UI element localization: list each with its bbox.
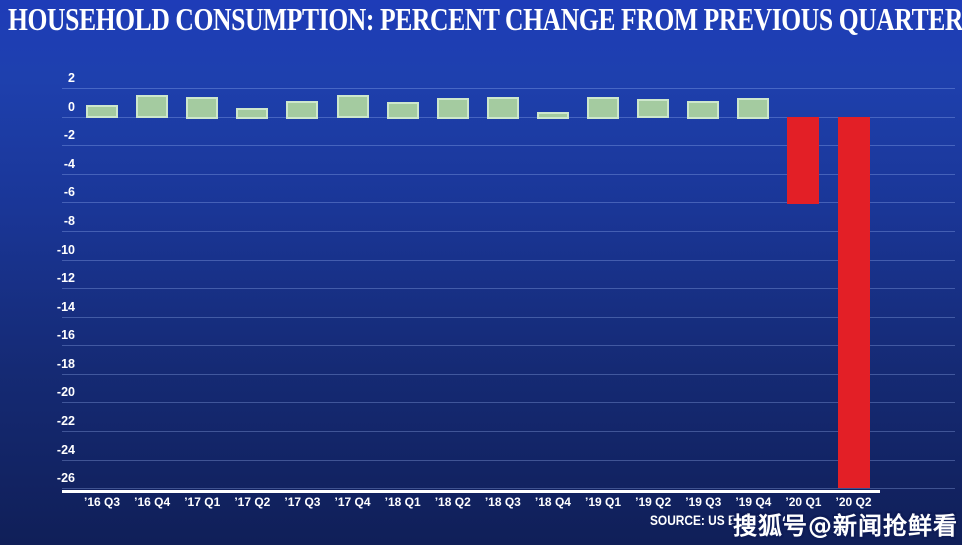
y-axis-tick-label: 0 xyxy=(68,99,75,114)
x-axis-tick-label: ’17 Q3 xyxy=(284,495,321,509)
x-axis-tick-label: ’17 Q4 xyxy=(334,495,371,509)
bar xyxy=(537,112,569,119)
bar xyxy=(436,98,469,119)
chart-title: HOUSEHOLD CONSUMPTION: PERCENT CHANGE FR… xyxy=(8,1,962,37)
x-axis-tick-label: ’16 Q4 xyxy=(134,495,171,509)
x-axis-tick-label: ’19 Q4 xyxy=(735,495,772,509)
y-axis-tick-label: -12 xyxy=(56,271,75,286)
y-axis-tick-label: -22 xyxy=(56,414,75,428)
x-axis-tick-label: ’20 Q1 xyxy=(785,495,822,509)
bar xyxy=(486,96,519,119)
y-axis-tick-label: -4 xyxy=(63,156,75,171)
y-axis-tick-label: -24 xyxy=(56,442,75,457)
gridline xyxy=(62,316,955,318)
y-axis-tick-label: -8 xyxy=(63,213,75,228)
x-axis-tick-label: ’17 Q2 xyxy=(234,495,271,509)
source-attribution: SOURCE: US BUREAU O xyxy=(650,512,792,528)
y-axis-tick-label: -20 xyxy=(56,385,75,400)
x-axis-tick-label: ’18 Q3 xyxy=(484,495,521,509)
bar xyxy=(637,99,670,119)
x-axis-line xyxy=(62,490,880,493)
bar xyxy=(286,100,319,119)
x-axis-tick-label: ’19 Q3 xyxy=(685,495,722,509)
bar xyxy=(386,102,419,119)
x-axis-tick-label: ’20 Q2 xyxy=(835,495,872,509)
bar xyxy=(236,108,269,119)
y-axis-tick-label: -6 xyxy=(63,185,75,200)
watermark: 搜狐号@新闻抢鲜看 xyxy=(733,512,958,540)
bar xyxy=(136,95,169,119)
x-axis-tick-label: ’18 Q1 xyxy=(384,495,421,509)
gridline xyxy=(62,230,955,232)
gridline xyxy=(62,373,955,375)
gridline xyxy=(62,88,955,89)
gridline xyxy=(62,345,955,347)
gridline xyxy=(62,202,955,204)
gridline xyxy=(62,431,955,432)
gridline xyxy=(62,173,955,175)
bar xyxy=(86,105,118,119)
gridline xyxy=(62,459,955,461)
x-axis-tick-label: ’18 Q2 xyxy=(434,495,471,509)
y-axis-tick-label: -14 xyxy=(56,299,75,314)
y-axis-tick-label: -26 xyxy=(56,471,75,486)
y-axis-tick-label: -18 xyxy=(56,356,75,371)
bar xyxy=(737,98,770,119)
bar xyxy=(687,100,720,119)
x-axis-tick-label: ’17 Q1 xyxy=(184,495,221,509)
gridline xyxy=(62,488,955,490)
x-axis-tick-label: ’19 Q1 xyxy=(585,495,622,509)
y-axis-tick-label: -16 xyxy=(56,328,75,343)
gridline xyxy=(62,259,955,261)
bar xyxy=(587,96,619,119)
y-axis-tick-label: 2 xyxy=(68,71,75,85)
bar xyxy=(787,116,820,204)
bar xyxy=(186,96,219,119)
x-axis-tick-label: ’16 Q3 xyxy=(84,495,121,509)
y-axis-tick-label: -2 xyxy=(63,128,75,143)
bar xyxy=(837,116,870,489)
gridline xyxy=(62,402,955,404)
gridline xyxy=(62,288,955,290)
bar xyxy=(336,95,369,119)
gridline xyxy=(62,145,955,147)
x-axis-tick-label: ’19 Q2 xyxy=(635,495,672,509)
x-axis-tick-label: ’18 Q4 xyxy=(534,495,571,509)
y-axis-tick-label: -10 xyxy=(56,242,75,257)
